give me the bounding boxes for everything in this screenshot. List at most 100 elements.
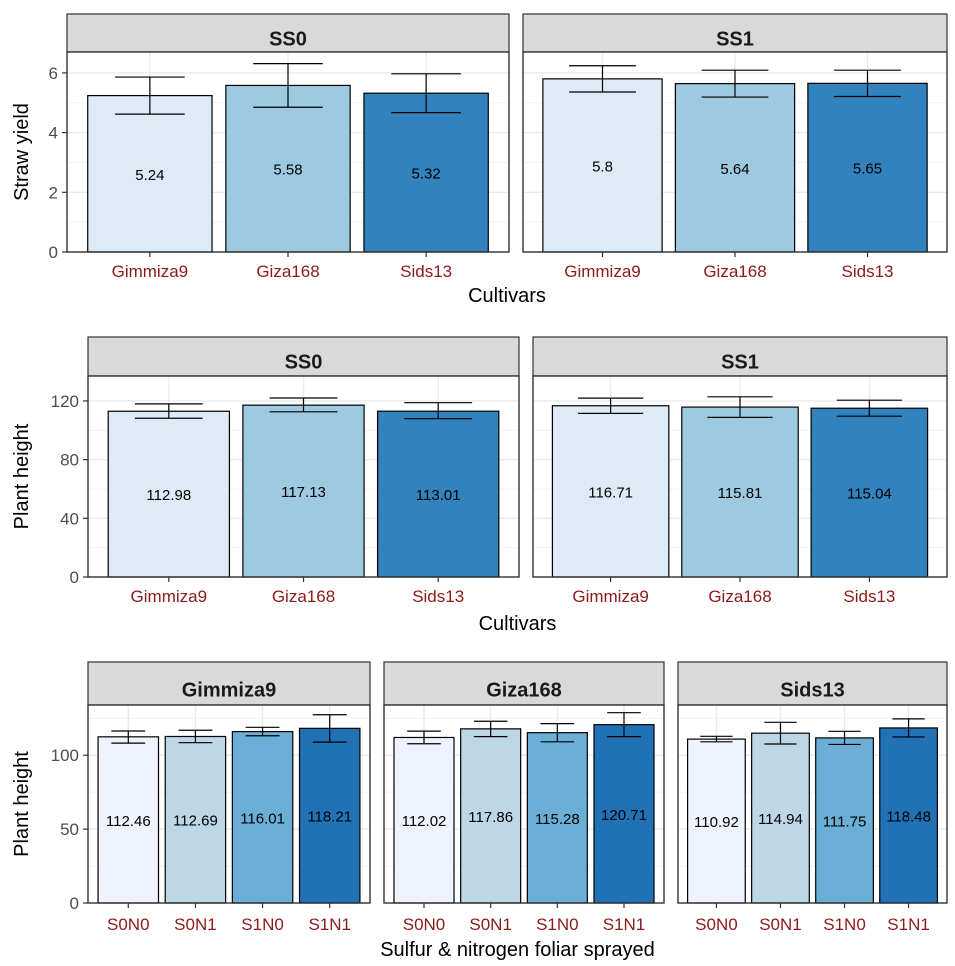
x-tick-label: Giza168	[272, 587, 335, 606]
error-bar-Sids13	[836, 399, 902, 417]
error-bar-S0N0	[407, 730, 441, 745]
data-label: 110.92	[694, 814, 739, 831]
x-tick-label: S1N0	[536, 915, 579, 934]
y-tick-label: 0	[49, 243, 58, 262]
bar-S1N0	[815, 737, 874, 904]
data-label: 112.02	[402, 813, 447, 830]
x-tick-label: S1N1	[887, 915, 930, 934]
y-tick-label: 2	[49, 183, 58, 202]
y-tick-label: 40	[60, 509, 79, 528]
bar-Sids13	[376, 410, 500, 578]
error-bar-Gimmiza9	[578, 397, 644, 415]
error-bar-Sids13	[404, 402, 473, 420]
x-tick-label: S0N1	[759, 915, 802, 934]
x-tick-label: Sids13	[843, 587, 895, 606]
x-tick-label: Giza168	[256, 262, 319, 281]
bar-S1N0	[231, 730, 294, 904]
panel-SS1: SS1 116.71 115.81 115.04 Gimmiza9 Giza168 Sids…	[532, 336, 948, 606]
bar-S1N0	[526, 732, 588, 904]
y-tick-label: 120	[51, 392, 79, 411]
x-tick-label: Sids13	[842, 262, 894, 281]
x-tick-label: S0N0	[403, 915, 446, 934]
error-bar-S0N0	[700, 735, 733, 743]
data-label: 116.01	[240, 810, 285, 827]
y-tick-label: 80	[60, 451, 79, 470]
data-label: 117.86	[468, 809, 513, 826]
panel-Giza168: Giza168 112.02 117.86 115.28 120.71 S0N0 S0N1 S…	[383, 661, 665, 934]
error-bar-S1N1	[312, 714, 347, 743]
panel-SS1: SS1 5.8 5.64 5.65 Gimmiza9 Giza168 Sids13	[522, 13, 948, 281]
panel-SS0: SS0 5.24 5.58 5.32 Gimmiza9 Giza168 Sids13 0 2 4 6	[49, 13, 510, 281]
data-label: 5.65	[853, 161, 882, 178]
x-tick-label: Gimmiza9	[564, 262, 641, 281]
data-label: 111.75	[823, 813, 867, 830]
bar-Giza168	[225, 84, 351, 253]
data-label: 115.04	[847, 486, 892, 503]
error-bar-S0N1	[473, 720, 508, 738]
bar-S0N1	[751, 732, 810, 904]
panel-Sids13: Sids13 110.92 114.94 111.75 118.48 S0N0 S0N1 S1…	[677, 661, 948, 934]
y-axis-title: Plant height	[11, 751, 33, 857]
error-bar-S1N0	[828, 730, 861, 746]
bar-Gimmiza9	[551, 405, 670, 578]
x-tick-label: Gimmiza9	[572, 587, 649, 606]
error-bar-Gimmiza9	[134, 403, 203, 419]
facet-title: Gimmiza9	[182, 679, 276, 701]
data-label: 5.64	[720, 161, 749, 178]
error-bar-Gimmiza9	[569, 65, 636, 93]
error-bar-S0N1	[178, 729, 213, 744]
bar-S1N1	[879, 727, 938, 904]
error-bar-S1N1	[892, 718, 925, 738]
x-tick-label: Sids13	[412, 587, 464, 606]
error-bar-Sids13	[391, 73, 461, 114]
data-label: 113.01	[416, 487, 461, 504]
data-label: 118.21	[307, 809, 352, 826]
data-label: 5.24	[135, 167, 164, 184]
y-tick-label: 4	[49, 124, 58, 143]
x-tick-label: S1N1	[308, 915, 351, 934]
chart-1: SS0 5.24 5.58 5.32 Gimmiza9 Giza168 Sids13 0 2 4 6…	[11, 13, 948, 307]
chart-2: SS0 112.98 117.13 113.01 Gimmiza9 Giza168 Sids…	[11, 336, 948, 635]
error-bar-Gimmiza9	[115, 76, 185, 115]
x-tick-label: Gimmiza9	[112, 262, 189, 281]
facet-title: SS0	[269, 28, 307, 50]
data-label: 117.13	[281, 484, 326, 501]
facet-title: Giza168	[486, 679, 562, 701]
x-tick-label: Gimmiza9	[131, 587, 208, 606]
bar-Giza168	[681, 406, 799, 578]
bar-Gimmiza9	[107, 410, 231, 578]
bar-Giza168	[674, 83, 796, 253]
data-label: 116.71	[588, 484, 633, 501]
bar-Sids13	[807, 82, 928, 253]
x-axis-title: Cultivars	[479, 613, 557, 635]
y-axis-title: Plant height	[11, 423, 33, 529]
error-bar-S1N0	[245, 726, 280, 737]
data-label: 5.32	[412, 166, 441, 183]
y-axis-title: Straw yield	[11, 103, 33, 201]
data-label: 112.69	[173, 813, 218, 830]
bar-S0N1	[164, 735, 227, 904]
error-bar-Sids13	[834, 69, 901, 98]
panel-border	[87, 704, 371, 904]
error-bar-S0N0	[111, 730, 146, 744]
facet-title: SS0	[285, 351, 323, 373]
x-tick-label: S1N0	[241, 915, 284, 934]
data-label: 120.71	[601, 807, 647, 824]
data-label: 112.98	[146, 487, 191, 504]
y-tick-label: 100	[51, 746, 79, 765]
data-label: 5.58	[273, 162, 302, 179]
facet-strip	[383, 661, 665, 706]
y-tick-label: 50	[60, 820, 79, 839]
data-label: 112.46	[106, 813, 151, 830]
error-bar-Giza168	[269, 397, 338, 413]
x-tick-label: Giza168	[708, 587, 771, 606]
facet-strip	[87, 661, 371, 706]
facet-title: SS1	[721, 351, 759, 373]
x-tick-label: S1N1	[603, 915, 646, 934]
data-label: 115.81	[718, 485, 763, 502]
y-tick-label: 6	[49, 64, 58, 83]
panel-border	[383, 704, 665, 904]
error-bar-S1N1	[607, 712, 641, 738]
